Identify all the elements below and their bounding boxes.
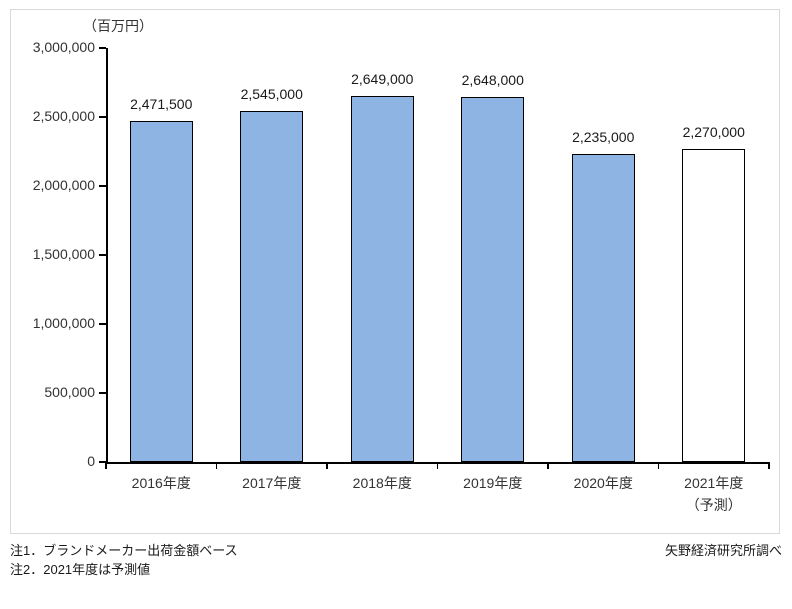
x-category-sublabel: （予測） (685, 496, 742, 513)
y-tick-label: 1,000,000 (32, 315, 95, 331)
bar (350, 96, 414, 462)
x-category-label: 2020年度 (573, 475, 633, 491)
y-tick-label: 1,500,000 (32, 246, 95, 262)
bar-value-label: 2,235,000 (572, 128, 635, 145)
x-tick-mark (657, 462, 660, 469)
plot-area: 0 500,000 1,000,000 1,500,000 2,000,000 2,500… (11, 10, 779, 533)
y-tick-mark (99, 461, 106, 463)
x-category-label: 2021年度 （予測） (649, 473, 779, 516)
x-tick-mark (215, 462, 218, 469)
y-tick-mark (99, 47, 106, 49)
y-tick-mark (99, 254, 106, 256)
y-tick-mark (99, 323, 106, 325)
x-category-label: 2019年度 (463, 475, 523, 491)
source-credit: 矢野経済研究所調べ (664, 543, 782, 558)
y-tick-mark (99, 392, 106, 394)
footnote-1: 注1．ブランドメーカー出荷金額ベース (10, 543, 238, 558)
x-category-label: 2017年度 (242, 475, 302, 491)
bar-value-label: 2,649,000 (351, 71, 414, 88)
y-tick-label: 2,000,000 (32, 177, 95, 193)
x-tick-mark (326, 462, 328, 469)
bar (461, 96, 525, 462)
bar (571, 153, 635, 462)
bar-value-label: 2,471,500 (130, 95, 193, 112)
x-category-label: 2018年度 (352, 475, 412, 491)
x-tick-mark (768, 462, 770, 469)
y-tick-mark (99, 185, 106, 187)
x-tick-mark (436, 462, 439, 469)
y-tick-mark (99, 116, 106, 118)
bar-value-label: 2,545,000 (240, 85, 303, 102)
y-tick-label: 500,000 (44, 384, 95, 400)
y-tick-label: 0 (87, 453, 95, 469)
y-axis-unit-label: （百万円） (83, 18, 153, 34)
footnote-2: 注2．2021年度は予測値 (10, 562, 151, 577)
bar-value-label: 2,270,000 (682, 123, 745, 140)
y-axis-line (106, 48, 108, 464)
bar (129, 120, 193, 462)
y-tick-label: 3,000,000 (32, 39, 95, 55)
x-tick-mark (547, 462, 549, 469)
bar-value-label: 2,648,000 (461, 71, 524, 88)
x-tick-mark (105, 462, 107, 469)
bar (240, 110, 304, 462)
bar (682, 148, 746, 462)
chart-frame: （百万円） 0 500,000 1,000,000 1,500,000 2,000,00… (10, 9, 780, 534)
x-category-label: 2016年度 (131, 475, 191, 491)
y-tick-label: 2,500,000 (32, 108, 95, 124)
